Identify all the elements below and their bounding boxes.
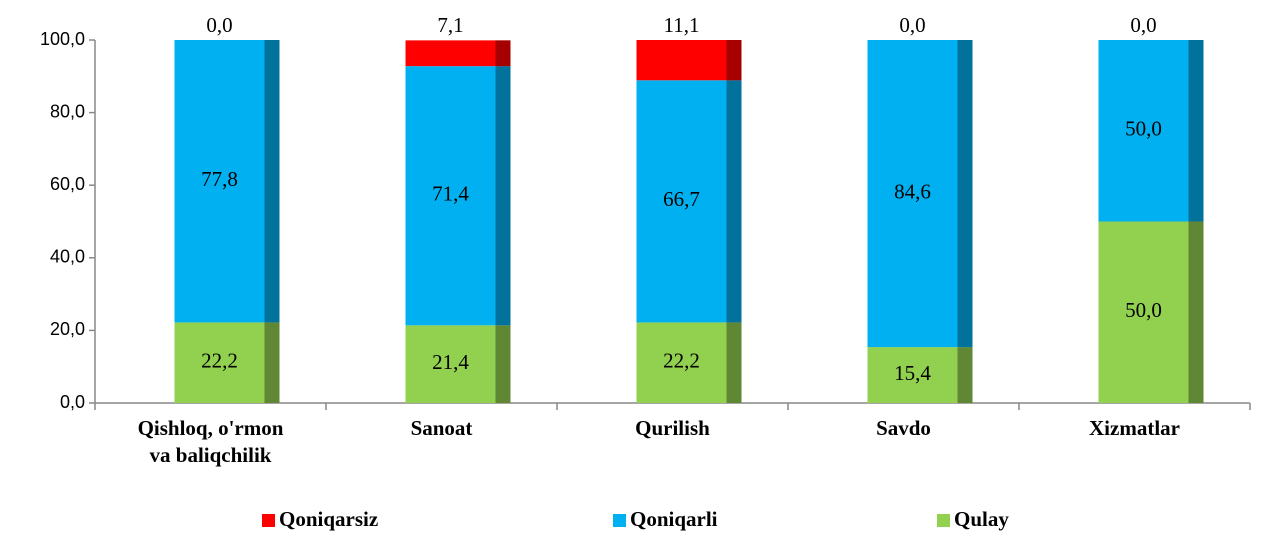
- y-tick-label: 60,0: [50, 174, 85, 194]
- x-tick-label: Qishloq, o'rmon va baliqchilik: [138, 416, 284, 467]
- legend-label: Qulay: [954, 507, 1009, 531]
- value-label: 50,0: [1125, 298, 1162, 322]
- bar-side: [495, 66, 511, 326]
- bar-side-shade: [1188, 40, 1204, 222]
- legend-swatch: [262, 514, 275, 527]
- bar-side-shade: [495, 325, 511, 403]
- value-label: 15,4: [894, 361, 931, 385]
- value-label: 0,0: [1130, 13, 1156, 37]
- x-tick-label: Sanoat: [411, 416, 473, 440]
- bar-segment: [174, 322, 265, 403]
- value-label: 66,7: [663, 187, 700, 211]
- bar-side-shade: [264, 322, 280, 403]
- legend-swatch: [937, 514, 950, 527]
- x-tick-label: Savdo: [876, 416, 931, 440]
- value-label: 0,0: [899, 13, 925, 37]
- value-label: 7,1: [437, 13, 463, 37]
- x-tick-label: Qurilish: [635, 416, 710, 440]
- bar-side-shade: [957, 40, 973, 348]
- legend-label: Qoniqarli: [630, 507, 718, 531]
- bar-segment: [636, 80, 727, 323]
- x-tick-label: Xizmatlar: [1089, 416, 1180, 440]
- y-tick-label: 80,0: [50, 101, 85, 121]
- bar-side: [264, 40, 280, 323]
- bar-segment: [174, 40, 265, 323]
- bar-side-shade: [726, 80, 742, 323]
- value-label: 22,2: [663, 349, 700, 373]
- bar-segment: [1098, 40, 1189, 222]
- value-label: 11,1: [664, 13, 700, 37]
- value-label: 84,6: [894, 179, 931, 203]
- value-label: 50,0: [1125, 117, 1162, 141]
- value-label: 21,4: [432, 350, 469, 374]
- bar-segment: [636, 40, 727, 81]
- bar-side-shade: [495, 40, 511, 67]
- y-tick-label: 20,0: [50, 319, 85, 339]
- bar-side-shade: [726, 322, 742, 403]
- bar-side: [495, 325, 511, 403]
- bar-side: [957, 347, 973, 403]
- y-tick-label: 100,0: [40, 29, 85, 49]
- bar-side: [726, 322, 742, 403]
- legend-label: Qoniqarsiz: [279, 507, 378, 531]
- bar-side: [1188, 221, 1204, 403]
- bar-side-shade: [495, 66, 511, 326]
- bar-segment: [1098, 221, 1189, 403]
- value-label: 0,0: [206, 13, 232, 37]
- bar-side-shade: [1188, 221, 1204, 403]
- bar-side: [264, 322, 280, 403]
- bar-segment: [405, 325, 496, 403]
- bar-side: [1188, 40, 1204, 222]
- y-tick-label: 0,0: [60, 392, 85, 412]
- bar-side: [726, 40, 742, 81]
- bar-side-shade: [264, 40, 280, 323]
- bar-segment: [867, 347, 958, 403]
- value-label: 71,4: [432, 182, 469, 206]
- legend-swatch: [613, 514, 626, 527]
- bar-side-shade: [726, 40, 742, 81]
- bar-side-shade: [957, 347, 973, 403]
- y-tick-label: 40,0: [50, 247, 85, 267]
- value-label: 77,8: [201, 167, 238, 191]
- bar-side: [495, 40, 511, 67]
- bar-side: [957, 40, 973, 348]
- bar-segment: [405, 40, 496, 67]
- bar-segment: [636, 322, 727, 403]
- bar-segment: [405, 66, 496, 326]
- bar-side: [726, 80, 742, 323]
- value-label: 22,2: [201, 349, 238, 373]
- bar-segment: [867, 40, 958, 348]
